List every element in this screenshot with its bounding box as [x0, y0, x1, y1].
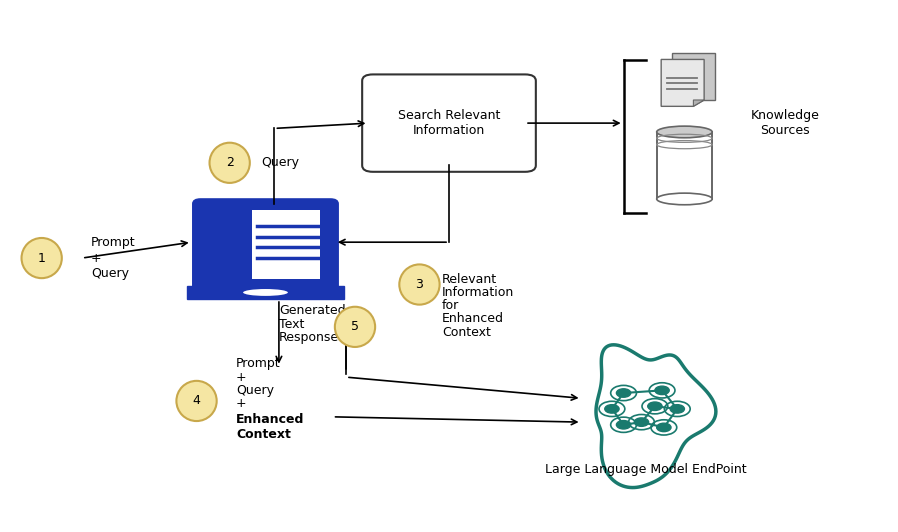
FancyBboxPatch shape — [672, 53, 715, 100]
Text: Query: Query — [91, 268, 129, 280]
Text: Text: Text — [279, 318, 304, 331]
Text: Context: Context — [442, 326, 490, 339]
Circle shape — [604, 405, 619, 413]
FancyBboxPatch shape — [211, 210, 320, 279]
Text: Large Language Model EndPoint: Large Language Model EndPoint — [545, 463, 747, 476]
FancyBboxPatch shape — [211, 210, 252, 279]
FancyBboxPatch shape — [656, 132, 712, 199]
Text: +: + — [91, 252, 101, 264]
FancyBboxPatch shape — [187, 286, 344, 299]
Ellipse shape — [209, 143, 250, 183]
Text: +: + — [236, 371, 247, 384]
Text: Query: Query — [236, 384, 274, 397]
Text: Generated: Generated — [279, 304, 346, 318]
Text: Response: Response — [279, 331, 339, 344]
Text: Search Relevant
Information: Search Relevant Information — [398, 109, 500, 137]
Ellipse shape — [656, 193, 712, 205]
Text: 4: 4 — [192, 394, 200, 408]
FancyBboxPatch shape — [193, 200, 338, 290]
Text: Enhanced: Enhanced — [442, 312, 504, 326]
Circle shape — [616, 389, 630, 397]
Ellipse shape — [22, 238, 62, 278]
Ellipse shape — [335, 307, 375, 347]
Circle shape — [670, 405, 684, 413]
Text: Query: Query — [261, 156, 299, 169]
Circle shape — [616, 420, 630, 429]
Text: 3: 3 — [416, 278, 423, 291]
Circle shape — [656, 423, 671, 431]
Text: 2: 2 — [225, 156, 233, 169]
Ellipse shape — [243, 289, 288, 296]
Text: Prompt: Prompt — [236, 358, 280, 370]
FancyBboxPatch shape — [362, 74, 536, 172]
Text: Enhanced: Enhanced — [236, 413, 304, 426]
Ellipse shape — [176, 381, 216, 421]
Text: for: for — [442, 299, 459, 312]
Text: Prompt: Prompt — [91, 236, 136, 248]
Text: Relevant: Relevant — [442, 273, 497, 286]
Circle shape — [634, 418, 648, 426]
Ellipse shape — [656, 126, 712, 138]
Circle shape — [647, 402, 662, 411]
Text: Information: Information — [442, 286, 514, 299]
Circle shape — [655, 386, 669, 395]
Polygon shape — [693, 100, 704, 106]
Text: Context: Context — [236, 428, 291, 441]
Text: 5: 5 — [351, 320, 359, 334]
Text: Knowledge
Sources: Knowledge Sources — [750, 109, 819, 137]
Text: 1: 1 — [38, 252, 46, 264]
Ellipse shape — [400, 264, 440, 305]
Text: +: + — [236, 397, 247, 410]
Polygon shape — [661, 60, 704, 106]
